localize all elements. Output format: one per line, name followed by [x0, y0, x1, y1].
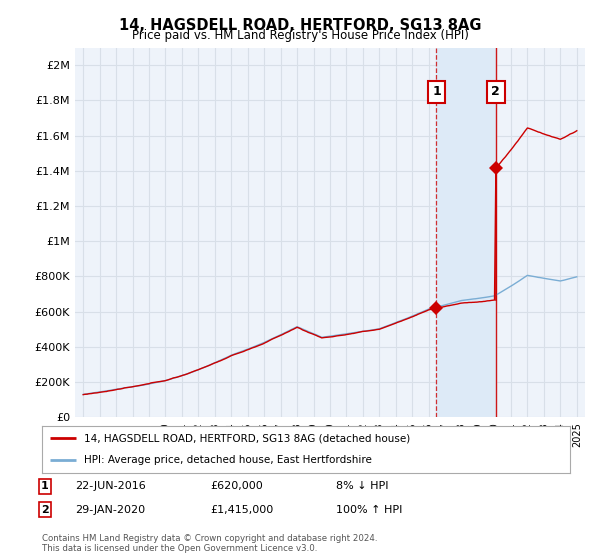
Text: 29-JAN-2020: 29-JAN-2020: [75, 505, 145, 515]
Text: Contains HM Land Registry data © Crown copyright and database right 2024.
This d: Contains HM Land Registry data © Crown c…: [42, 534, 377, 553]
Text: £1,415,000: £1,415,000: [210, 505, 273, 515]
Text: 1: 1: [41, 481, 49, 491]
Text: 22-JUN-2016: 22-JUN-2016: [75, 481, 146, 491]
Text: £620,000: £620,000: [210, 481, 263, 491]
Text: Price paid vs. HM Land Registry's House Price Index (HPI): Price paid vs. HM Land Registry's House …: [131, 29, 469, 42]
Text: 1: 1: [432, 86, 441, 99]
Text: 2: 2: [491, 86, 500, 99]
Text: HPI: Average price, detached house, East Hertfordshire: HPI: Average price, detached house, East…: [84, 455, 372, 465]
Text: 8% ↓ HPI: 8% ↓ HPI: [336, 481, 389, 491]
Text: 14, HAGSDELL ROAD, HERTFORD, SG13 8AG (detached house): 14, HAGSDELL ROAD, HERTFORD, SG13 8AG (d…: [84, 433, 410, 444]
Text: 2: 2: [41, 505, 49, 515]
Text: 14, HAGSDELL ROAD, HERTFORD, SG13 8AG: 14, HAGSDELL ROAD, HERTFORD, SG13 8AG: [119, 18, 481, 33]
Bar: [436, 48, 496, 417]
Text: 100% ↑ HPI: 100% ↑ HPI: [336, 505, 403, 515]
